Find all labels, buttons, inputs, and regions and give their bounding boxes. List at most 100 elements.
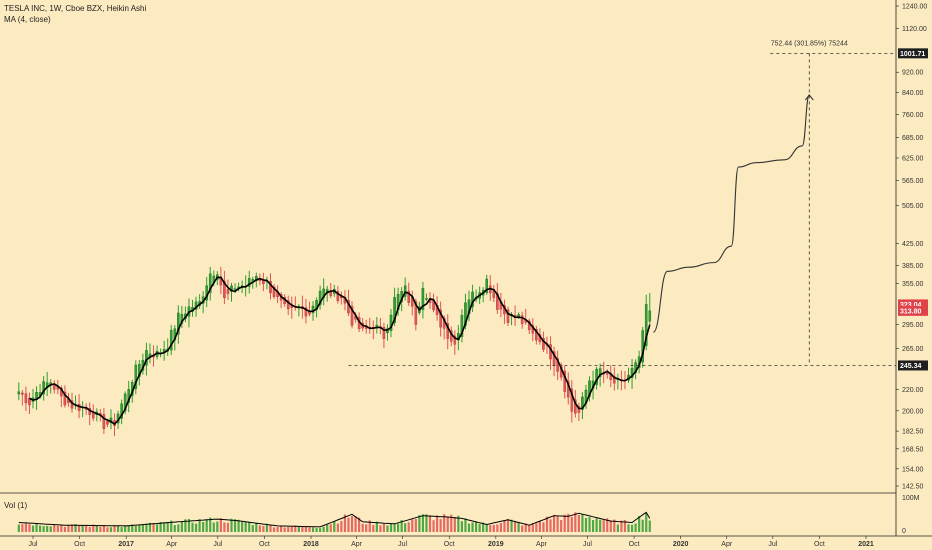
candle	[318, 285, 322, 310]
volume-bar	[411, 519, 414, 532]
volume-bar	[21, 524, 24, 532]
volume-bar	[81, 525, 84, 532]
volume-bar	[212, 522, 215, 532]
volume-bar	[102, 526, 105, 532]
candle-body	[453, 335, 457, 345]
measure-annotation: 752.44 (301.85%) 75244	[771, 40, 848, 47]
volume-bar	[372, 524, 375, 532]
volume-bar	[577, 514, 580, 532]
volume-bar	[453, 517, 456, 532]
x-tick-label: Oct	[629, 541, 640, 548]
candle	[471, 284, 474, 313]
candle	[577, 402, 581, 421]
volume-bar	[180, 521, 183, 532]
volume-bar	[24, 523, 28, 532]
volume-bar	[602, 520, 605, 532]
volume-bar	[354, 516, 357, 532]
candle	[134, 360, 138, 395]
volume-bar	[404, 523, 407, 532]
volume-bar	[510, 519, 513, 532]
x-tick-label: 2020	[673, 541, 689, 548]
volume-bar	[166, 522, 169, 532]
candle-body	[574, 399, 577, 414]
volume-bar	[31, 525, 35, 532]
symbol-title[interactable]: TESLA INC, 1W, Cboe BZX, Heikin Ashi	[4, 4, 147, 13]
y-tick-label: 142.50	[902, 484, 924, 491]
candle-body	[520, 315, 524, 325]
x-tick-label: Jul	[398, 541, 407, 548]
candle	[336, 286, 340, 304]
candle-body	[247, 278, 251, 287]
volume-bar	[120, 527, 123, 532]
volume-bar	[648, 520, 651, 532]
volume-bar	[184, 519, 187, 532]
candle	[177, 305, 180, 344]
candle-body	[485, 278, 489, 293]
candle-body	[63, 391, 67, 406]
candle	[226, 279, 230, 300]
volume-bar	[574, 512, 577, 532]
volume-bar	[382, 523, 386, 532]
volume-bar	[485, 524, 488, 532]
volume-axis-label-zero: 0	[902, 528, 906, 535]
volume-bar	[535, 523, 538, 532]
x-tick-label: Jul	[768, 541, 777, 548]
candle-body	[223, 280, 226, 298]
volume-bar	[538, 521, 541, 532]
y-tick-label: 154.00	[902, 466, 924, 473]
volume-bar	[230, 518, 233, 532]
volume-bar	[255, 522, 258, 532]
volume-bar	[294, 525, 297, 532]
candle-body	[177, 312, 180, 335]
x-tick-label: Jul	[29, 541, 38, 548]
y-tick-label: 840.00	[902, 90, 924, 97]
volume-bar	[198, 519, 201, 532]
volume-indicator-label[interactable]: Vol (1)	[4, 501, 28, 510]
y-tick-label: 1240.00	[902, 4, 927, 11]
volume-bar	[471, 522, 474, 532]
candle	[223, 270, 226, 304]
candle-body	[577, 406, 581, 413]
candle	[350, 301, 354, 329]
volume-bar	[315, 528, 318, 532]
volume-bar	[308, 527, 311, 532]
candle	[425, 293, 428, 302]
candle	[382, 322, 386, 349]
volume-bar	[386, 525, 389, 532]
candle-body	[28, 398, 31, 406]
candle	[286, 295, 290, 316]
volume-bar	[496, 524, 499, 532]
volume-bar	[421, 514, 425, 532]
y-tick-label: 295.00	[902, 322, 924, 329]
price-badge-bg	[898, 299, 928, 310]
volume-bar	[141, 524, 144, 532]
candle-body	[535, 329, 538, 341]
y-tick-label: 168.50	[902, 446, 924, 453]
candle	[42, 376, 45, 401]
projection-arrowhead	[804, 94, 814, 101]
y-tick-label: 385.00	[902, 263, 924, 270]
x-tick-label: Jul	[213, 541, 222, 548]
price-badge: 313.80	[898, 305, 928, 316]
candle-body	[630, 367, 634, 378]
candle-body	[336, 291, 340, 301]
candle	[28, 392, 31, 415]
price-badge-label: 1001.71	[900, 51, 925, 58]
candle	[403, 277, 407, 301]
candle	[630, 359, 634, 389]
volume-bar	[627, 524, 630, 532]
volume-bar	[67, 525, 70, 532]
price-badge-label: 323.04	[900, 302, 922, 309]
volume-bar	[177, 524, 180, 532]
volume-bar	[70, 524, 74, 532]
volume-bar	[287, 526, 290, 532]
volume-bar	[584, 517, 588, 532]
volume-bar	[588, 517, 591, 532]
volume-bar	[492, 524, 495, 532]
ma-indicator-label[interactable]: MA (4, close)	[4, 15, 51, 24]
volume-bar	[521, 525, 524, 532]
volume-bar	[343, 514, 347, 532]
candle	[460, 309, 464, 343]
